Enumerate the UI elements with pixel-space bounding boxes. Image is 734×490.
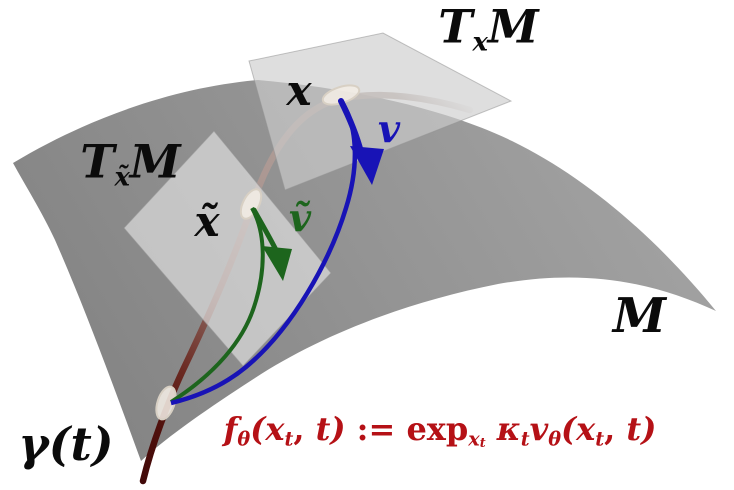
formula-segment: exp	[406, 410, 469, 449]
formula-segment: t	[284, 427, 294, 451]
vector-v-tilde-label: ṽ	[288, 195, 312, 240]
manifold-label: M	[612, 288, 666, 344]
curve-gamma-label: γ(t)	[18, 417, 114, 471]
formula-segment: t	[520, 427, 530, 451]
formula-segment: f	[223, 410, 238, 449]
point-gamma0-marker	[155, 385, 177, 421]
formula-segment: κ	[496, 410, 521, 449]
formula-segment: x	[468, 427, 480, 451]
vector-v-arrow	[338, 98, 384, 185]
formula: fθ(xt, t) := expxt κtvθ(xt, t)	[224, 413, 657, 451]
vector-v-label: v	[377, 106, 401, 151]
point-x-label: x	[286, 66, 312, 115]
tangent-xt-sub: x̃	[114, 162, 130, 193]
tangent-x-sub: x	[472, 27, 488, 58]
formula-segment: t	[479, 436, 486, 452]
point-x-tilde-marker	[239, 188, 263, 220]
formula-segment: θ	[237, 427, 251, 451]
formula-segment: x	[265, 410, 285, 449]
formula-segment: )	[641, 410, 657, 449]
formula-segment: θ	[548, 427, 562, 451]
formula-segment: t	[315, 410, 331, 449]
vector-v-tilde-arrow	[251, 207, 292, 281]
formula-segment: t	[595, 427, 605, 451]
formula-segment: v	[529, 410, 549, 449]
tangent-plane-x	[248, 32, 513, 191]
formula-segment: ,	[604, 410, 627, 449]
tangent-x-T: T	[438, 0, 473, 54]
tangent-x-M: M	[487, 0, 539, 54]
tangent-xt-M: M	[129, 134, 181, 189]
tangent-plane-x-label: TxM	[438, 4, 539, 58]
formula-segment: )	[330, 410, 346, 449]
point-x-tilde-label: x̃	[194, 197, 220, 246]
flow-curve-green	[169, 207, 265, 404]
formula-segment	[486, 410, 497, 448]
tangent-plane-x-tilde-label: Tx̃M	[80, 139, 181, 193]
formula-segment: x	[576, 410, 596, 449]
formula-segment: ,	[293, 410, 316, 449]
formula-segment: :=	[345, 410, 407, 449]
formula-segment: (	[561, 410, 577, 449]
formula-segment: t	[626, 410, 642, 449]
tangent-xt-T: T	[80, 134, 115, 189]
tangent-plane-x-tilde	[123, 130, 332, 367]
formula-segment: (	[250, 410, 266, 449]
